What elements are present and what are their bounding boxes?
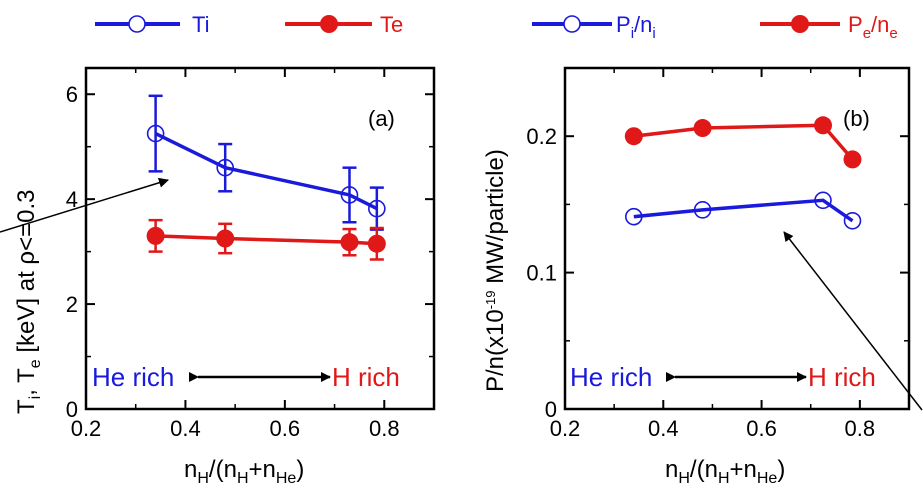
x-tick-label-a: 0.6 — [270, 416, 301, 441]
x-tick-label-a: 0.2 — [71, 416, 102, 441]
data-point-te-a — [216, 229, 235, 248]
pointer-arrow-a — [0, 177, 169, 233]
legend-marker-ti — [128, 15, 146, 33]
series-line-te-a — [155, 234, 377, 246]
legend-label-pe: Pe/ne — [848, 12, 898, 42]
data-point-pe-ne-b — [624, 127, 643, 146]
y-tick-label-a: 6 — [66, 82, 78, 107]
legend-label-te: Te — [380, 12, 403, 37]
plot-frame-a — [84, 66, 436, 411]
data-point-ti-a — [216, 158, 234, 177]
series-group-a — [146, 94, 386, 261]
x-tick-label-a: 0.8 — [369, 416, 400, 441]
x-tick-label-b: 0.6 — [746, 416, 777, 441]
data-point-pi-ni-b — [814, 191, 832, 210]
x-tick-label-b: 0.2 — [550, 416, 581, 441]
data-point-pi-ni-b — [693, 201, 712, 219]
legend-marker-pi — [563, 15, 581, 33]
legend: Ti Te Pi/ni Pe/ne — [95, 12, 898, 42]
y-axis-title-b: P/n(x10-19 MW/particle) — [482, 149, 509, 392]
pointer-arrow-b — [783, 231, 923, 411]
legend-label-ti: Ti — [192, 12, 210, 37]
data-point-pe-ne-b — [693, 119, 712, 138]
plot-frame-b — [563, 66, 911, 411]
ticks-b: 0.2 0.4 0.6 0.8 0 0.1 0.2 — [526, 68, 909, 441]
legend-item-pi: Pi/ni — [532, 12, 656, 42]
x-axis-title-a: nH/(nH+nHe) — [184, 456, 304, 487]
panel-label-a: (a) — [368, 106, 395, 131]
series-line-pe-ne-b — [633, 123, 854, 161]
legend-marker-te — [320, 15, 338, 33]
y-axis-title-a: Ti, Te [keV] at ρ<=0.3 — [13, 190, 44, 414]
legend-item-pe: Pe/ne — [760, 12, 898, 42]
annotation-he-rich-b: He rich — [570, 362, 652, 392]
series-line-pi-ni-b — [633, 198, 854, 223]
data-point-pi-ni-b — [843, 211, 862, 230]
x-axis-title-b: nH/(nH+nHe) — [665, 456, 785, 487]
y-tick-label-a: 2 — [66, 292, 78, 317]
data-point-ti-a — [340, 186, 359, 204]
legend-item-te: Te — [285, 12, 403, 37]
annotation-he-rich-a: He rich — [92, 362, 174, 392]
data-point-pi-ni-b — [624, 207, 643, 226]
annotation-h-rich-b: H rich — [808, 362, 876, 392]
legend-label-pi: Pi/ni — [616, 12, 656, 42]
y-tick-label-b: 0.1 — [526, 261, 557, 286]
y-tick-label-a: 0 — [66, 397, 78, 422]
series-line-ti-a — [154, 132, 378, 211]
y-tick-label-b: 0 — [545, 397, 557, 422]
series-group-b — [624, 116, 862, 230]
x-tick-label-b: 0.4 — [648, 416, 679, 441]
data-point-te-a — [367, 234, 386, 253]
y-tick-label-a: 4 — [66, 187, 78, 212]
panel-b: 0.2 0.4 0.6 0.8 0 0.1 0.2 (b) P/n(x10-19 MW/pa… — [482, 66, 923, 487]
panel-label-b: (b) — [843, 106, 870, 131]
panel-a: 0.2 0.4 0.6 0.8 0 2 4 6 (a) Ti, Te [keV] at ρ<=… — [0, 66, 436, 487]
data-point-ti-a — [146, 124, 165, 143]
data-point-pe-ne-b — [843, 150, 862, 169]
ticks-a: 0.2 0.4 0.6 0.8 0 2 4 6 — [66, 68, 434, 441]
legend-marker-pe — [791, 15, 809, 33]
annotation-h-rich-a: H rich — [332, 362, 400, 392]
data-point-ti-a — [368, 199, 386, 218]
y-tick-label-b: 0.2 — [526, 124, 557, 149]
legend-item-ti: Ti — [95, 12, 210, 37]
data-point-te-a — [340, 233, 359, 252]
data-point-te-a — [146, 226, 165, 245]
data-point-pe-ne-b — [814, 116, 832, 135]
x-tick-label-b: 0.8 — [845, 416, 876, 441]
x-tick-label-a: 0.4 — [170, 416, 201, 441]
